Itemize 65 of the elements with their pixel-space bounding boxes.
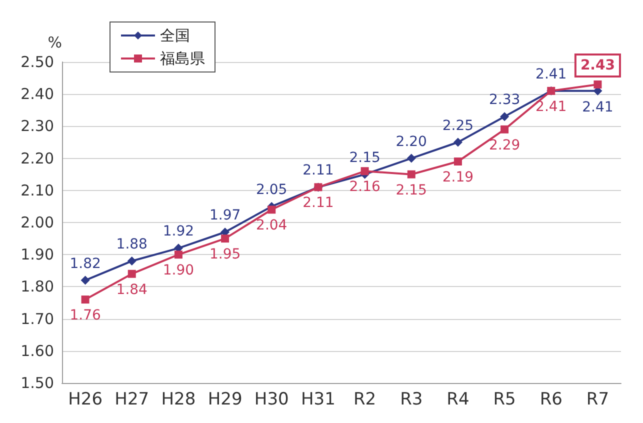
y-tick-label: 1.60 [20,342,54,360]
y-tick-label: 2.40 [20,85,54,104]
data-label: 2.41 [582,99,614,116]
point [407,170,416,178]
data-label: 2.16 [349,179,380,196]
y-tick-label: 1.70 [20,310,54,328]
data-label: 1.97 [209,208,241,224]
y-tick-label: 2.50 [20,53,54,71]
data-label: 1.76 [70,308,101,324]
point [500,112,510,122]
point [81,296,90,304]
data-label: 2.29 [488,137,520,154]
x-tick-label: R2 [353,390,376,410]
point [406,154,416,163]
data-label: 2.25 [442,118,474,134]
data-label: 1.84 [116,282,148,298]
data-label: 2.41 [536,98,567,115]
data-label: 2.15 [349,150,380,166]
y-axis-title: % [48,34,62,52]
point [127,256,136,266]
y-tick-label: 1.80 [20,278,54,296]
y-tick-label: 2.00 [20,214,54,232]
legend-label: 福島県 [160,50,205,68]
point [221,234,230,243]
data-label: 2.43 [580,57,615,74]
y-tick-label: 2.10 [20,181,54,200]
x-tick-label: R7 [586,390,610,410]
data-label: 1.82 [70,256,101,272]
data-label: 2.20 [396,134,427,150]
y-tick-label: 2.20 [20,149,54,168]
data-label: 2.19 [442,170,474,186]
point [453,138,462,147]
point [174,250,182,259]
point [268,206,276,214]
data-label: 2.15 [396,182,427,198]
x-tick-label: R4 [446,390,470,410]
data-label: 2.33 [488,92,520,108]
x-tick-label: H28 [161,390,196,410]
y-tick-label: 1.50 [20,374,54,392]
data-label: 1.95 [209,246,241,263]
x-tick-label: H30 [254,390,289,410]
y-tick-label: 1.90 [20,246,54,264]
y-tick-label: 2.30 [20,117,54,136]
x-tick-label: H26 [68,390,103,410]
point [500,125,509,134]
x-tick-label: R5 [493,390,516,410]
data-label: 1.90 [162,262,194,279]
data-label: 2.04 [256,218,288,234]
legend-label: 全国 [160,26,190,44]
data-label: 2.11 [302,195,334,212]
x-tick-label: R6 [540,390,562,410]
point [80,276,90,285]
data-label: 1.92 [162,224,194,240]
x-tick-label: H27 [114,390,150,410]
point [128,270,136,278]
point [454,158,462,166]
point [594,80,602,88]
data-label: 2.05 [256,182,288,198]
x-tick-label: H31 [300,390,336,410]
data-label: 2.11 [302,162,334,179]
x-tick-label: R3 [400,390,423,410]
x-tick-label: H29 [208,390,242,410]
data-label: 1.88 [116,236,148,253]
point [360,167,369,176]
data-label: 2.41 [536,66,567,82]
